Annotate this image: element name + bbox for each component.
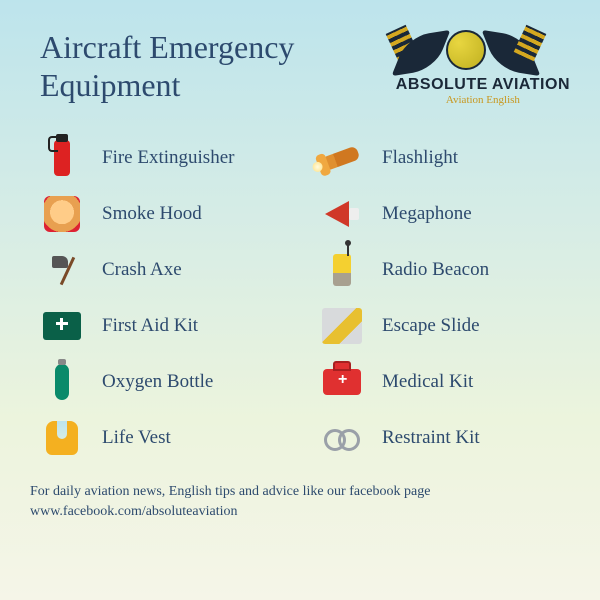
list-item: Smoke Hood [40, 192, 290, 236]
list-item: Oxygen Bottle [40, 360, 290, 404]
logo-brand-text: ABSOLUTE AVIATION [396, 76, 570, 94]
item-label: Oxygen Bottle [102, 371, 213, 393]
crash-axe-icon [40, 248, 84, 292]
list-item: First Aid Kit [40, 304, 290, 348]
list-item: Medical Kit [320, 360, 570, 404]
header: Aircraft Emergency Equipment ABSOLUTE AV… [0, 0, 600, 116]
smoke-hood-icon [40, 192, 84, 236]
escape-slide-icon [320, 304, 364, 348]
item-label: Medical Kit [382, 371, 473, 393]
oxygen-bottle-icon [40, 360, 84, 404]
logo-word-1: ABSOLUTE [396, 76, 488, 93]
item-label: First Aid Kit [102, 315, 198, 337]
footer: For daily aviation news, English tips an… [0, 470, 600, 521]
megaphone-icon [320, 192, 364, 236]
first-aid-kit-icon [40, 304, 84, 348]
logo-subtitle: Aviation English [396, 94, 570, 106]
list-item: Escape Slide [320, 304, 570, 348]
item-label: Restraint Kit [382, 427, 480, 449]
brand-logo: ABSOLUTE AVIATION Aviation English [396, 28, 570, 106]
list-item: Flashlight [320, 136, 570, 180]
fire-extinguisher-icon [40, 136, 84, 180]
item-label: Life Vest [102, 427, 171, 449]
item-label: Fire Extinguisher [102, 147, 234, 169]
footer-text-1: For daily aviation news, English tips an… [30, 482, 570, 502]
logo-word-2: AVIATION [492, 76, 570, 93]
medical-kit-icon [320, 360, 364, 404]
equipment-grid: Fire Extinguisher Flashlight Smoke Hood … [0, 116, 600, 470]
list-item: Megaphone [320, 192, 570, 236]
item-label: Flashlight [382, 147, 458, 169]
list-item: Fire Extinguisher [40, 136, 290, 180]
item-label: Escape Slide [382, 315, 480, 337]
item-label: Megaphone [382, 203, 472, 225]
list-item: Life Vest [40, 416, 290, 460]
list-item: Restraint Kit [320, 416, 570, 460]
list-item: Radio Beacon [320, 248, 570, 292]
logo-graphic [396, 28, 536, 78]
item-label: Radio Beacon [382, 259, 489, 281]
item-label: Smoke Hood [102, 203, 202, 225]
list-item: Crash Axe [40, 248, 290, 292]
item-label: Crash Axe [102, 259, 182, 281]
radio-beacon-icon [320, 248, 364, 292]
life-vest-icon [40, 416, 84, 460]
flashlight-icon [320, 136, 364, 180]
page-title: Aircraft Emergency Equipment [40, 28, 294, 105]
footer-text-2: www.facebook.com/absoluteaviation [30, 502, 570, 522]
restraint-kit-icon [320, 416, 364, 460]
